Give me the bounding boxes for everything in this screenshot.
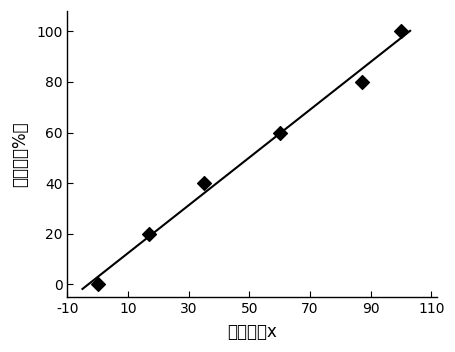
- X-axis label: 色度坐标x: 色度坐标x: [227, 323, 277, 341]
- Y-axis label: 棉含量（%）: 棉含量（%）: [11, 121, 29, 187]
- Point: [200, 180, 207, 186]
- Point: [275, 130, 283, 136]
- Point: [94, 282, 101, 287]
- Point: [357, 79, 364, 85]
- Point: [396, 29, 404, 34]
- Point: [145, 231, 152, 237]
